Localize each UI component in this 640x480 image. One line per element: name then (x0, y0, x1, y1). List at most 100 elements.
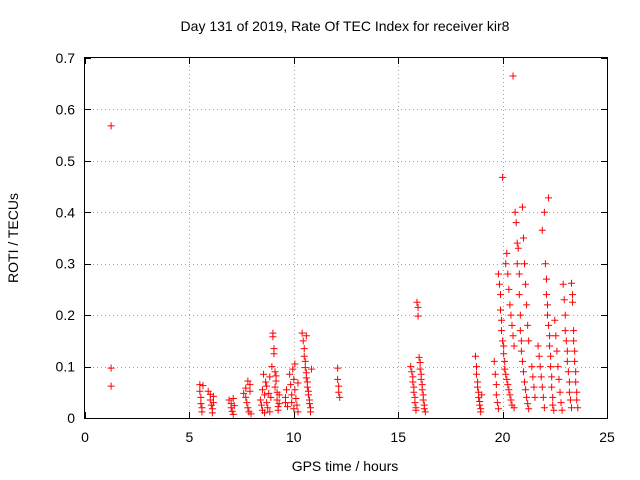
data-point (294, 408, 302, 416)
data-point (502, 260, 510, 268)
data-point (107, 364, 115, 372)
data-point (290, 375, 298, 383)
data-point (552, 332, 560, 340)
data-point (547, 352, 555, 360)
data-point (419, 396, 427, 404)
data-point (538, 226, 546, 234)
data-point (519, 234, 527, 242)
data-point (562, 337, 570, 345)
data-point (505, 386, 513, 394)
y-tick-labels: 0 0.1 0.2 0.3 0.4 0.5 0.6 0.7 (56, 50, 76, 426)
data-point (409, 378, 417, 386)
data-point (416, 365, 424, 373)
data-point (292, 394, 300, 402)
data-point (257, 401, 265, 409)
data-point (554, 363, 562, 371)
data-point (556, 388, 564, 396)
data-point (270, 350, 278, 358)
data-point (522, 386, 530, 394)
data-point (411, 399, 419, 407)
data-point (569, 298, 577, 306)
data-point (570, 337, 578, 345)
data-point (407, 363, 415, 371)
data-point (414, 312, 422, 320)
data-point (545, 194, 553, 202)
data-point (197, 393, 205, 401)
data-point (503, 249, 511, 257)
data-point (256, 396, 264, 404)
data-point (267, 393, 275, 401)
data-point (478, 391, 486, 399)
data-point (546, 342, 554, 350)
data-point (513, 260, 521, 268)
data-point (506, 301, 514, 309)
data-point (244, 404, 252, 412)
data-point (568, 279, 576, 287)
data-point (412, 406, 420, 414)
data-point (559, 280, 567, 288)
data-point (529, 373, 537, 381)
data-point (261, 409, 269, 417)
data-point (524, 400, 532, 408)
data-point (548, 383, 556, 391)
data-point (513, 239, 521, 247)
data-point (266, 373, 274, 381)
chart-title: Day 131 of 2019, Rate Of TEC Index for r… (181, 18, 510, 34)
data-point (550, 406, 558, 414)
data-point (525, 405, 533, 413)
data-point (198, 408, 206, 416)
data-point (107, 122, 115, 130)
data-point (549, 393, 557, 401)
data-point (516, 327, 524, 335)
data-point (271, 383, 279, 391)
data-point (291, 386, 299, 394)
data-point (298, 329, 306, 337)
data-point (525, 337, 533, 345)
data-point (498, 316, 506, 324)
data-point (272, 377, 280, 385)
data-point (573, 396, 581, 404)
x-tick-label: 25 (599, 429, 615, 445)
data-point (473, 363, 480, 371)
data-point (288, 399, 296, 407)
data-point (509, 72, 517, 80)
data-point (289, 365, 297, 373)
data-point (501, 365, 509, 373)
data-point (555, 375, 563, 383)
data-point (510, 342, 518, 350)
data-point (553, 347, 561, 355)
data-point (500, 342, 508, 350)
data-point (504, 270, 512, 278)
y-tick-label: 0.5 (56, 153, 76, 169)
data-point (266, 408, 274, 416)
data-point (492, 381, 500, 389)
data-point (517, 347, 525, 355)
data-point (258, 386, 266, 394)
data-point (543, 311, 551, 319)
y-tick-label: 0.4 (56, 204, 76, 220)
y-tick-label: 0.7 (56, 50, 76, 66)
data-point (516, 311, 524, 319)
data-point (493, 399, 501, 407)
data-point (535, 352, 543, 360)
data-point (519, 368, 527, 376)
data-point (497, 306, 505, 314)
data-point (510, 404, 518, 412)
y-axis-label: ROTI / TECUs (5, 193, 21, 283)
data-point (240, 389, 248, 397)
data-point (573, 388, 581, 396)
data-point (301, 364, 309, 372)
data-point (571, 347, 579, 355)
data-point (242, 393, 250, 401)
data-point (537, 373, 545, 381)
data-point (293, 401, 301, 409)
data-point (209, 399, 217, 407)
data-point (335, 388, 343, 396)
data-point (508, 321, 516, 329)
data-point (304, 391, 312, 399)
data-point (542, 275, 550, 283)
data-point (503, 375, 511, 383)
data-point (420, 405, 428, 413)
data-point (518, 203, 526, 211)
data-points (107, 72, 582, 418)
